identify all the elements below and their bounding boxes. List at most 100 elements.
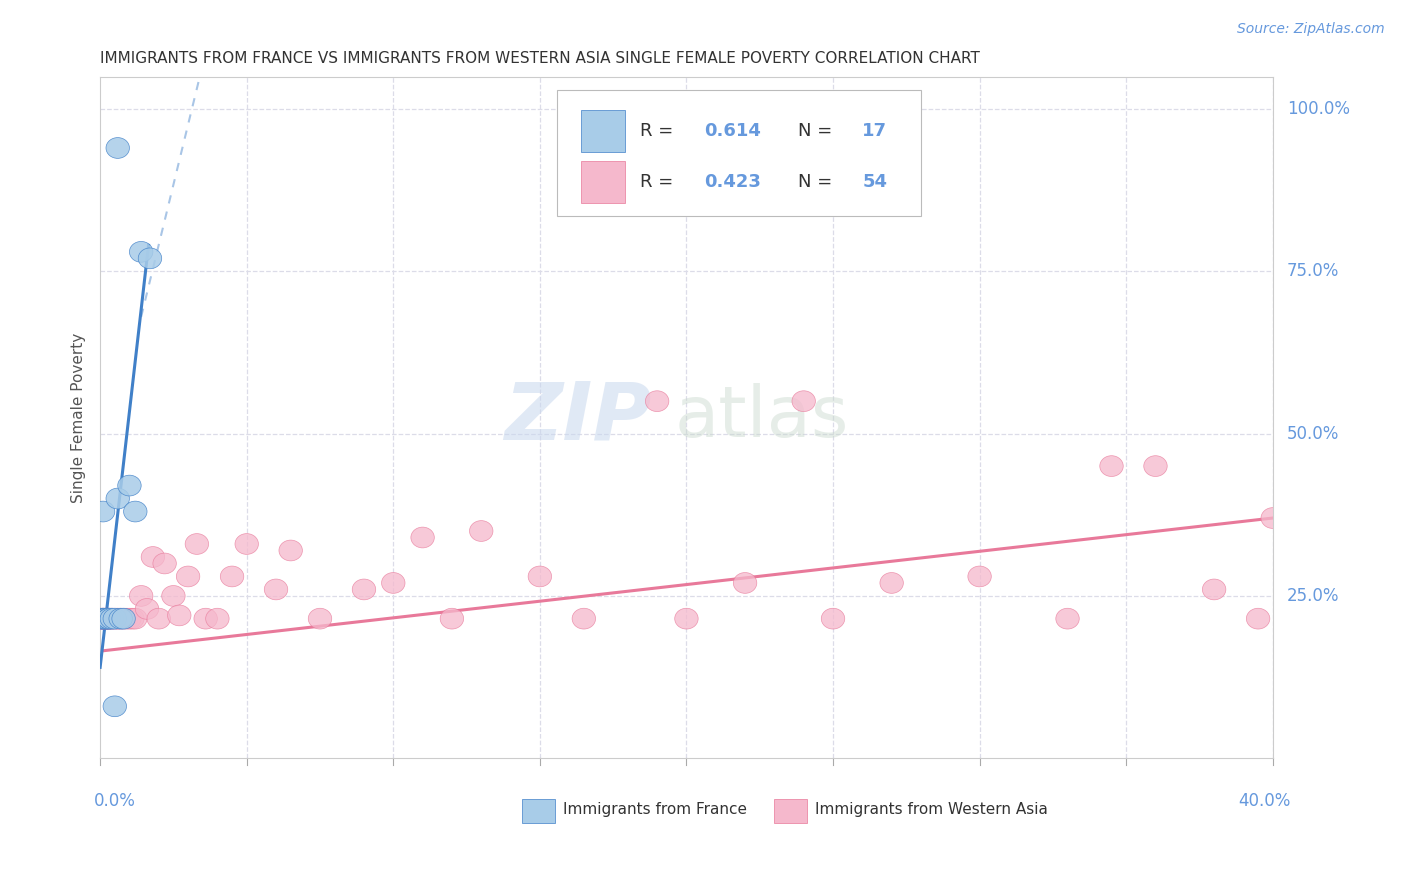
Ellipse shape	[529, 566, 551, 587]
Text: 0.614: 0.614	[704, 122, 761, 140]
Ellipse shape	[411, 527, 434, 548]
Ellipse shape	[1261, 508, 1285, 528]
FancyBboxPatch shape	[775, 799, 807, 823]
Text: 100.0%: 100.0%	[1286, 100, 1350, 118]
Ellipse shape	[148, 608, 170, 629]
Text: 0.0%: 0.0%	[94, 792, 136, 810]
Text: R =: R =	[640, 122, 679, 140]
Ellipse shape	[967, 566, 991, 587]
Ellipse shape	[153, 553, 176, 574]
Ellipse shape	[108, 608, 132, 629]
Ellipse shape	[103, 696, 127, 716]
Text: N =: N =	[797, 173, 838, 191]
Ellipse shape	[97, 608, 121, 629]
Text: N =: N =	[797, 122, 838, 140]
Ellipse shape	[115, 608, 138, 629]
Ellipse shape	[821, 608, 845, 629]
Text: 0.423: 0.423	[704, 173, 761, 191]
Ellipse shape	[91, 501, 115, 522]
Text: atlas: atlas	[675, 383, 849, 452]
Ellipse shape	[91, 608, 115, 629]
Ellipse shape	[124, 608, 148, 629]
Ellipse shape	[91, 608, 115, 629]
Ellipse shape	[91, 608, 115, 629]
Text: 40.0%: 40.0%	[1237, 792, 1291, 810]
Ellipse shape	[91, 608, 115, 629]
Ellipse shape	[105, 488, 129, 509]
Ellipse shape	[118, 475, 141, 496]
FancyBboxPatch shape	[522, 799, 555, 823]
Text: Immigrants from Western Asia: Immigrants from Western Asia	[815, 802, 1049, 817]
Text: 54: 54	[862, 173, 887, 191]
Ellipse shape	[235, 533, 259, 555]
Ellipse shape	[1143, 456, 1167, 476]
Text: 50.0%: 50.0%	[1286, 425, 1339, 442]
Ellipse shape	[94, 608, 118, 629]
Ellipse shape	[734, 573, 756, 593]
Ellipse shape	[221, 566, 243, 587]
Ellipse shape	[1056, 608, 1080, 629]
Ellipse shape	[97, 608, 121, 629]
Ellipse shape	[94, 608, 118, 629]
Text: Immigrants from France: Immigrants from France	[564, 802, 748, 817]
Ellipse shape	[308, 608, 332, 629]
Ellipse shape	[105, 608, 129, 629]
Ellipse shape	[162, 585, 186, 607]
Ellipse shape	[176, 566, 200, 587]
Text: IMMIGRANTS FROM FRANCE VS IMMIGRANTS FROM WESTERN ASIA SINGLE FEMALE POVERTY COR: IMMIGRANTS FROM FRANCE VS IMMIGRANTS FRO…	[100, 51, 980, 66]
Ellipse shape	[1099, 456, 1123, 476]
Text: R =: R =	[640, 173, 679, 191]
Ellipse shape	[353, 579, 375, 599]
FancyBboxPatch shape	[581, 161, 626, 203]
Ellipse shape	[572, 608, 596, 629]
Ellipse shape	[186, 533, 208, 555]
Ellipse shape	[194, 608, 218, 629]
Ellipse shape	[167, 605, 191, 626]
Ellipse shape	[1202, 579, 1226, 599]
Ellipse shape	[138, 248, 162, 268]
Ellipse shape	[880, 573, 904, 593]
Ellipse shape	[100, 608, 124, 629]
Ellipse shape	[264, 579, 288, 599]
Ellipse shape	[124, 501, 148, 522]
Ellipse shape	[94, 608, 118, 629]
FancyBboxPatch shape	[557, 90, 921, 216]
Ellipse shape	[118, 608, 141, 629]
Ellipse shape	[381, 573, 405, 593]
Ellipse shape	[89, 608, 112, 629]
Text: 75.0%: 75.0%	[1286, 262, 1339, 280]
Ellipse shape	[103, 608, 127, 629]
Text: 25.0%: 25.0%	[1286, 587, 1340, 605]
Ellipse shape	[112, 608, 135, 629]
Ellipse shape	[112, 608, 135, 629]
Ellipse shape	[89, 608, 112, 629]
Text: ZIP: ZIP	[503, 378, 651, 457]
Ellipse shape	[97, 608, 121, 629]
Ellipse shape	[470, 521, 494, 541]
Ellipse shape	[129, 242, 153, 262]
Ellipse shape	[141, 547, 165, 567]
Ellipse shape	[121, 608, 143, 629]
Ellipse shape	[135, 599, 159, 619]
Ellipse shape	[205, 608, 229, 629]
Ellipse shape	[97, 608, 121, 629]
Ellipse shape	[675, 608, 699, 629]
FancyBboxPatch shape	[581, 110, 626, 153]
Ellipse shape	[1246, 608, 1270, 629]
Ellipse shape	[103, 608, 127, 629]
Ellipse shape	[105, 608, 129, 629]
Ellipse shape	[94, 608, 118, 629]
Ellipse shape	[440, 608, 464, 629]
Ellipse shape	[645, 391, 669, 411]
Ellipse shape	[91, 608, 115, 629]
Text: Source: ZipAtlas.com: Source: ZipAtlas.com	[1237, 22, 1385, 37]
Y-axis label: Single Female Poverty: Single Female Poverty	[72, 333, 86, 502]
Ellipse shape	[105, 137, 129, 159]
Ellipse shape	[129, 585, 153, 607]
Ellipse shape	[792, 391, 815, 411]
Ellipse shape	[100, 608, 124, 629]
Ellipse shape	[278, 540, 302, 561]
Ellipse shape	[100, 608, 124, 629]
Text: 17: 17	[862, 122, 887, 140]
Ellipse shape	[94, 608, 118, 629]
